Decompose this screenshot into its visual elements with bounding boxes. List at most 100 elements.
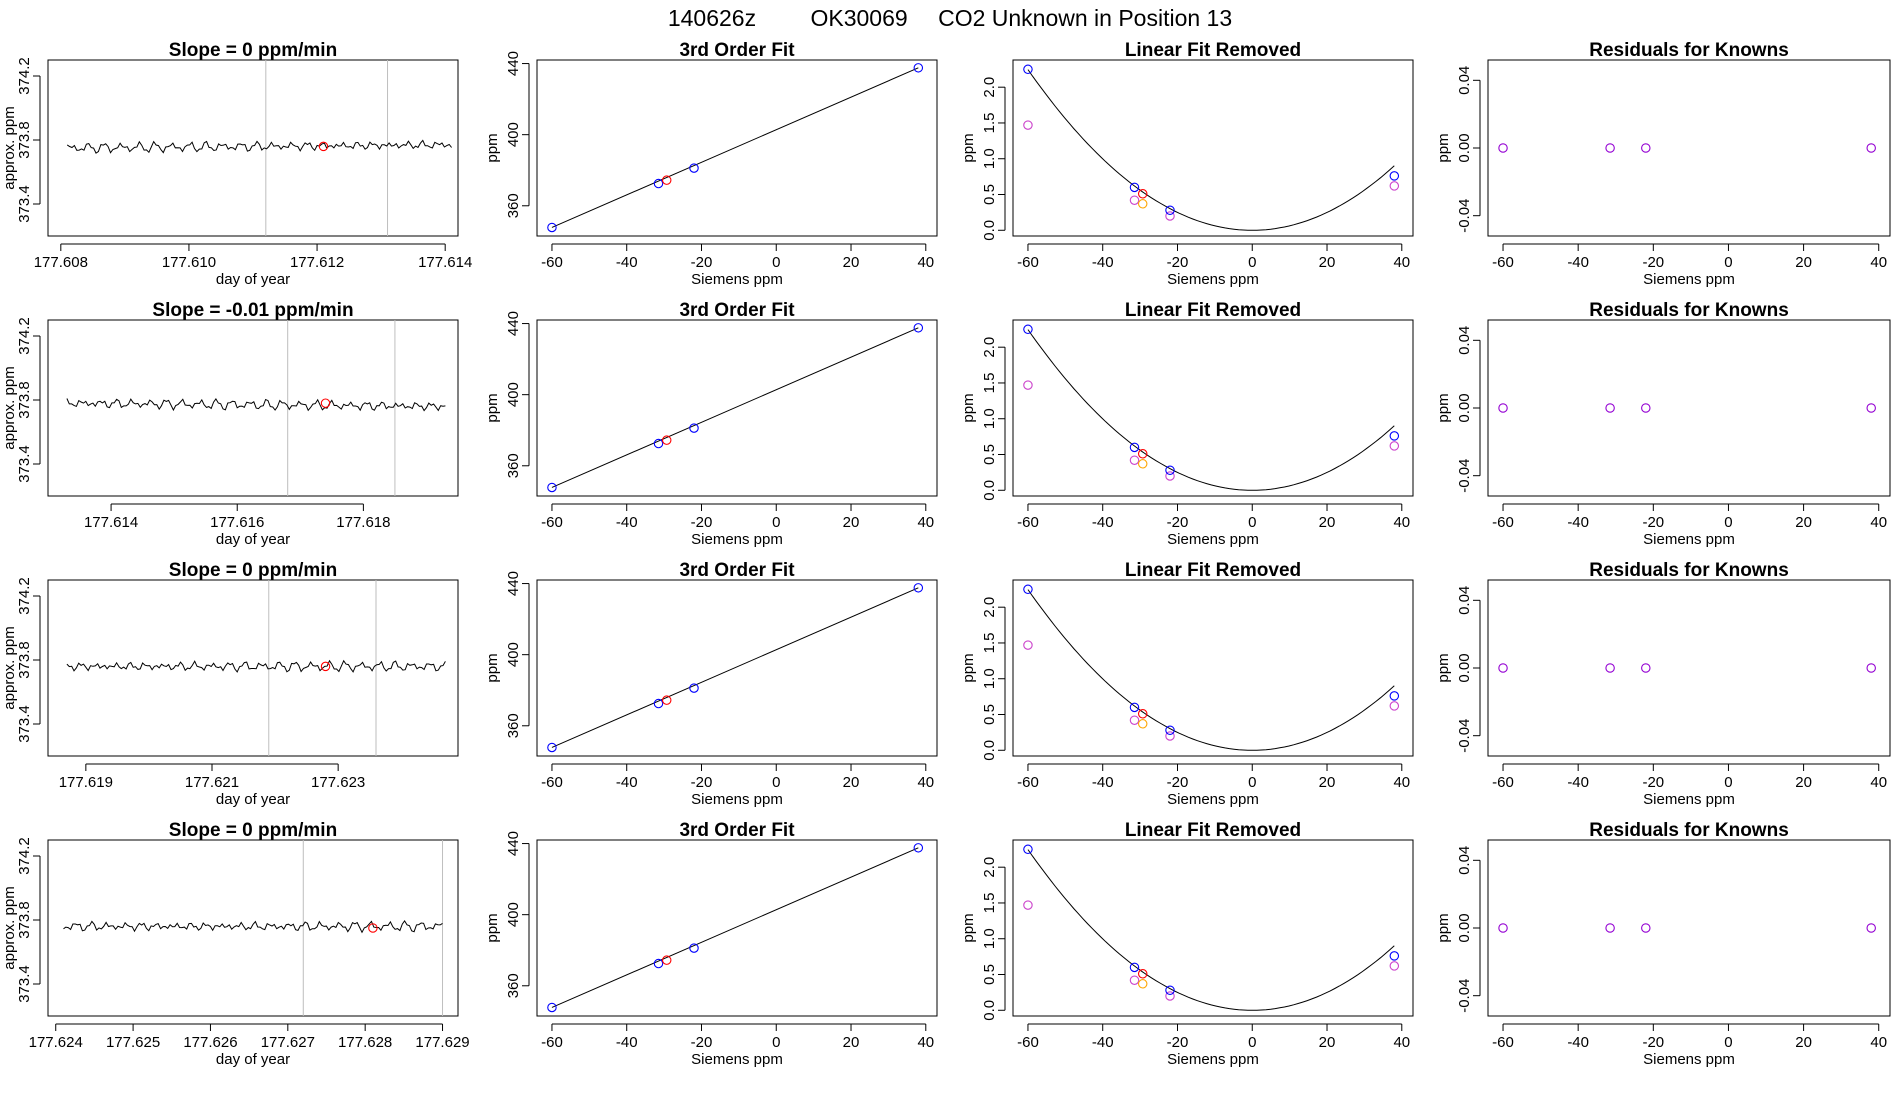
x-tick-label: 20 bbox=[843, 514, 860, 531]
unknown-point bbox=[1137, 189, 1148, 199]
y-tick-label: 2.0 bbox=[981, 597, 998, 618]
panel-title: 3rd Order Fit bbox=[679, 40, 795, 61]
residual-point bbox=[1866, 143, 1876, 153]
x-axis-label: Siemens ppm bbox=[1167, 531, 1259, 548]
panel-title: Linear Fit Removed bbox=[1125, 560, 1301, 581]
x-tick-label: 177.608 bbox=[34, 254, 88, 271]
x-tick-label: 177.628 bbox=[338, 1034, 392, 1051]
plot-frame bbox=[1012, 579, 1414, 757]
known-point bbox=[1129, 702, 1140, 713]
fit-line bbox=[551, 67, 919, 228]
known-point bbox=[689, 683, 699, 693]
plot-frame bbox=[536, 579, 938, 757]
y-tick-label: 0.0 bbox=[981, 480, 998, 501]
raw-known-point bbox=[1023, 120, 1033, 130]
raw-known-point bbox=[1023, 900, 1033, 910]
plot-frame bbox=[536, 319, 938, 497]
x-axis-label: Siemens ppm bbox=[1643, 791, 1735, 808]
known-point bbox=[913, 583, 924, 593]
panel-residuals-row-2: Residuals for Knowns -60 -40 -20 0 20 40 Siemen… bbox=[1435, 300, 1891, 548]
known-point bbox=[1023, 64, 1033, 75]
residual-point bbox=[1498, 403, 1508, 413]
y-tick-label: 0.5 bbox=[981, 704, 998, 725]
y-axis-label: ppm bbox=[1435, 133, 1452, 162]
y-tick-label: -0.04 bbox=[1456, 979, 1473, 1013]
y-tick-label: 0.04 bbox=[1456, 586, 1473, 615]
panel-fit-row-1: 3rd Order Fit -60 -40 -20 0 20 40 Siemens ppm 36… bbox=[484, 40, 938, 288]
plot-frame bbox=[536, 839, 938, 1017]
quadratic-curve bbox=[1027, 69, 1395, 231]
x-axis-label: Siemens ppm bbox=[691, 1051, 783, 1068]
x-tick-label: -40 bbox=[616, 1034, 638, 1051]
x-tick-label: 40 bbox=[1870, 774, 1887, 791]
y-tick-label: 373.4 bbox=[16, 445, 33, 483]
y-tick-label: 0.0 bbox=[981, 220, 998, 241]
x-tick-label: 0 bbox=[772, 514, 780, 531]
x-tick-label: 177.624 bbox=[29, 1034, 83, 1051]
x-tick-label: -60 bbox=[1017, 774, 1039, 791]
x-axis-label: Siemens ppm bbox=[1167, 791, 1259, 808]
x-tick-label: 40 bbox=[1870, 254, 1887, 271]
x-tick-label: 20 bbox=[1795, 514, 1812, 531]
y-tick-label: 0.00 bbox=[1456, 393, 1473, 422]
y-tick-label: 373.8 bbox=[16, 381, 33, 419]
y-tick-label: 1.0 bbox=[981, 148, 998, 169]
y-tick-label: 400 bbox=[505, 382, 522, 407]
x-tick-label: 177.627 bbox=[261, 1034, 315, 1051]
x-tick-label: -60 bbox=[1017, 1034, 1039, 1051]
y-axis-label: approx. ppm bbox=[1, 366, 18, 449]
panel-timeseries-row-1: Slope = 0 ppm/min 177.608 177.610 177.612 17… bbox=[1, 40, 472, 288]
x-tick-label: 0 bbox=[1248, 774, 1256, 791]
quadratic-curve bbox=[1027, 329, 1395, 491]
raw-unknown-point bbox=[1137, 199, 1148, 209]
raw-known-point bbox=[1165, 211, 1175, 221]
panel-residuals-row-4: Residuals for Knowns -60 -40 -20 0 20 40 Siemen… bbox=[1435, 820, 1891, 1068]
sample-marker bbox=[318, 141, 329, 152]
x-tick-label: -60 bbox=[541, 1034, 563, 1051]
x-tick-label: -40 bbox=[1567, 1034, 1589, 1051]
y-tick-label: 0.00 bbox=[1456, 913, 1473, 942]
raw-known-point bbox=[1129, 195, 1140, 205]
panel-title: Linear Fit Removed bbox=[1125, 300, 1301, 321]
known-point bbox=[653, 178, 664, 189]
x-tick-label: 0 bbox=[1724, 1034, 1732, 1051]
known-point bbox=[1129, 442, 1140, 453]
x-tick-label: 0 bbox=[1248, 254, 1256, 271]
x-tick-label: -60 bbox=[1017, 254, 1039, 271]
y-tick-label: -0.04 bbox=[1456, 199, 1473, 233]
panel-title: Linear Fit Removed bbox=[1125, 40, 1301, 61]
known-point bbox=[1129, 182, 1140, 193]
raw-unknown-point bbox=[1137, 719, 1148, 729]
plot-frame bbox=[1012, 319, 1414, 497]
fit-line bbox=[551, 587, 919, 748]
y-tick-label: 440 bbox=[505, 571, 522, 596]
residual-point bbox=[1641, 143, 1651, 153]
x-tick-label: -40 bbox=[616, 254, 638, 271]
x-tick-label: -20 bbox=[691, 514, 713, 531]
x-tick-label: -60 bbox=[1017, 514, 1039, 531]
known-point bbox=[913, 323, 924, 333]
x-tick-label: 177.621 bbox=[185, 774, 239, 791]
x-tick-label: 40 bbox=[1870, 1034, 1887, 1051]
y-tick-label: 0.04 bbox=[1456, 66, 1473, 95]
x-tick-label: 40 bbox=[1393, 254, 1410, 271]
plot-frame bbox=[1487, 59, 1891, 237]
panel-fit-row-3: 3rd Order Fit -60 -40 -20 0 20 40 Siemens ppm 36… bbox=[484, 560, 938, 808]
y-tick-label: -0.04 bbox=[1456, 719, 1473, 753]
x-tick-label: -20 bbox=[691, 774, 713, 791]
y-tick-label: 0.0 bbox=[981, 1000, 998, 1021]
x-tick-label: 177.625 bbox=[106, 1034, 160, 1051]
y-axis-label: ppm bbox=[960, 393, 977, 422]
x-tick-label: -40 bbox=[616, 774, 638, 791]
y-tick-label: 440 bbox=[505, 51, 522, 76]
panel-title: Slope = -0.01 ppm/min bbox=[152, 300, 353, 321]
plot-frame bbox=[536, 59, 938, 237]
quadratic-curve bbox=[1027, 849, 1395, 1011]
known-point bbox=[547, 1002, 557, 1013]
x-tick-label: -20 bbox=[1642, 774, 1664, 791]
residual-point bbox=[1498, 923, 1508, 933]
raw-known-point bbox=[1389, 701, 1400, 711]
x-tick-label: 20 bbox=[1319, 514, 1336, 531]
y-axis-label: ppm bbox=[484, 393, 501, 422]
residual-point bbox=[1498, 663, 1508, 673]
